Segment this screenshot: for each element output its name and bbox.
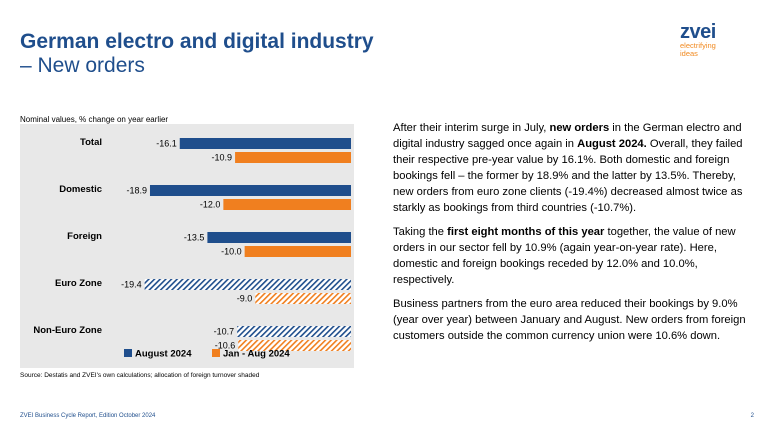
emphasis-text: August 2024.	[577, 138, 647, 150]
chart-source: Source: Destatis and ZVEI's own calculat…	[20, 372, 260, 379]
legend-swatch	[124, 349, 132, 357]
emphasis-text: first eight months of this year	[447, 226, 605, 238]
bar-august-2024	[179, 138, 351, 149]
data-label: -19.4	[121, 280, 142, 290]
page-title: German electro and digital industry – Ne…	[20, 30, 374, 78]
paragraph-1: After their interim surge in July, new o…	[393, 120, 755, 216]
data-label: -10.6	[215, 341, 236, 351]
logo-word: zvei	[680, 21, 716, 43]
footer-text: ZVEI Business Cycle Report, Edition Octo…	[20, 413, 156, 419]
legend-label: August 2024	[135, 349, 192, 360]
bar-jan-aug-2024	[255, 293, 351, 304]
legend-label: Jan - Aug 2024	[223, 349, 290, 360]
category-label: Domestic	[59, 184, 102, 195]
paragraph-text: Business partners from the euro area red…	[393, 298, 746, 342]
data-label: -13.5	[184, 233, 205, 243]
category-label: Euro Zone	[55, 278, 102, 289]
emphasis-text: new orders	[549, 122, 610, 134]
page-number: 2	[750, 413, 754, 419]
bar-august-2024	[237, 326, 351, 337]
legend-swatch	[212, 349, 220, 357]
paragraph-text: together, the value of new orders in our…	[393, 226, 736, 286]
bar-august-2024	[149, 185, 351, 196]
category-label: Non-Euro Zone	[33, 325, 102, 336]
paragraph-text: Overall, they failed their respective pr…	[393, 138, 743, 214]
commentary-text: After their interim surge in July, new o…	[393, 120, 755, 352]
data-label: -10.9	[212, 153, 233, 163]
zvei-logo: zvei electrifying ideas	[680, 22, 716, 58]
logo-tagline-1: electrifying	[680, 41, 716, 50]
bar-august-2024	[207, 232, 351, 243]
bar-jan-aug-2024	[238, 340, 351, 351]
data-label: -9.0	[237, 294, 253, 304]
paragraph-2: Taking the first eight months of this ye…	[393, 224, 755, 288]
paragraph-text: After their interim surge in July,	[393, 122, 550, 134]
bar-jan-aug-2024	[235, 152, 351, 163]
category-label: Foreign	[67, 231, 102, 242]
data-label: -10.0	[221, 247, 242, 257]
chart-note: Nominal values, % change on year earlier	[20, 115, 169, 124]
bar-jan-aug-2024	[244, 246, 351, 257]
bar-august-2024	[144, 279, 351, 290]
paragraph-text: Taking the	[393, 226, 448, 238]
title-subtitle: – New orders	[20, 54, 145, 77]
data-label: -12.0	[200, 200, 221, 210]
category-label: Total	[80, 137, 102, 148]
data-label: -10.7	[214, 327, 235, 337]
bar-jan-aug-2024	[223, 199, 351, 210]
title-main: German electro and digital industry	[20, 30, 374, 53]
data-label: -18.9	[126, 186, 147, 196]
bar-chart: Total -16.1 -10.9 Domestic -18.9 -12.0 Foreign…	[33, 137, 351, 360]
logo-tagline-2: ideas	[680, 49, 698, 58]
chart-panel: Total -16.1 -10.9 Domestic -18.9 -12.0 Foreign…	[20, 124, 354, 368]
data-label: -16.1	[156, 139, 177, 149]
paragraph-3: Business partners from the euro area red…	[393, 296, 755, 344]
paragraph-text: in the German electro and digital indust…	[393, 122, 742, 150]
